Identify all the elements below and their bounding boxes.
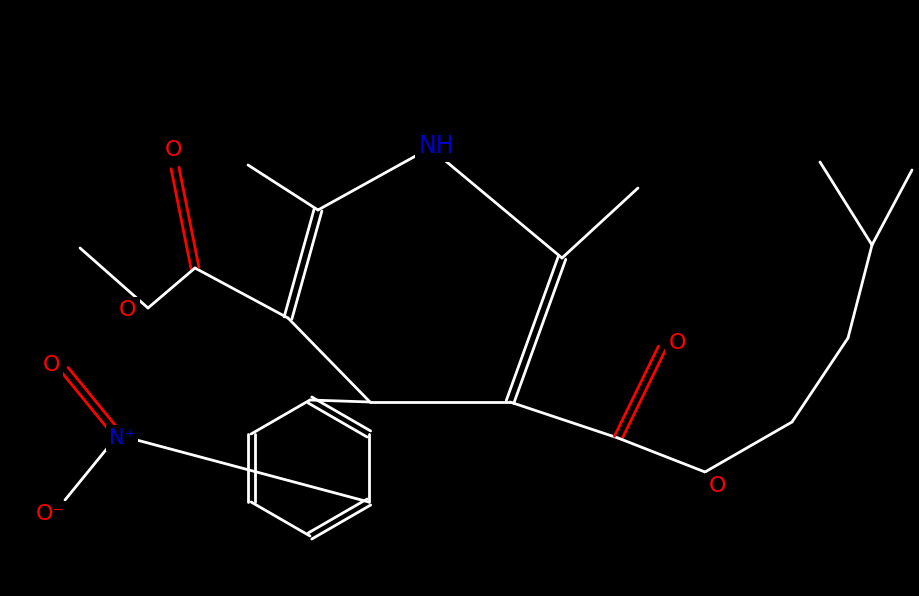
Text: O: O [42, 355, 60, 375]
Text: O: O [668, 333, 686, 353]
Text: O: O [709, 476, 726, 496]
Text: O⁻: O⁻ [35, 504, 64, 524]
Text: NH: NH [418, 134, 454, 158]
Text: N⁺: N⁺ [108, 428, 135, 448]
Text: O: O [119, 300, 137, 320]
Text: O: O [165, 140, 182, 160]
